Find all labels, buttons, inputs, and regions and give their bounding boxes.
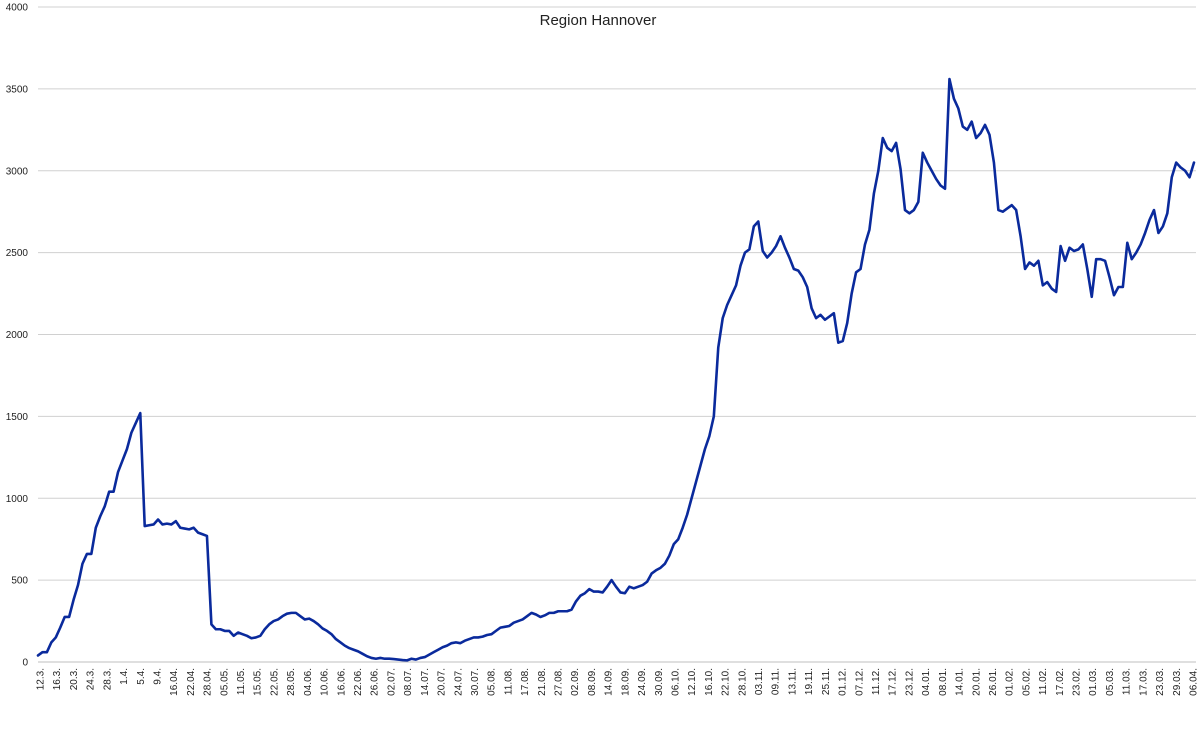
series-layer <box>36 77 1196 662</box>
y-tick-label: 1500 <box>6 412 29 423</box>
x-tick-label: 12.10. <box>687 668 698 696</box>
x-tick-label: 28.10. <box>737 668 748 696</box>
x-tick-label: 14.09. <box>604 668 615 696</box>
x-tick-label: 23.03. <box>1155 668 1166 696</box>
x-tick-label: 05.05. <box>219 668 230 696</box>
x-tick-label: 30.07. <box>470 668 481 696</box>
x-tick-label: 22.10. <box>721 668 732 696</box>
x-tick-label: 20.01. <box>971 668 982 696</box>
x-tick-label: 03.11. <box>754 668 765 695</box>
x-tick-label: 08.07. <box>403 668 414 696</box>
x-tick-label: 24.3. <box>86 668 97 690</box>
x-tick-label: 01.03. <box>1088 668 1099 696</box>
x-tick-label: 17.02. <box>1055 668 1066 696</box>
y-tick-label: 3500 <box>6 84 29 95</box>
x-tick-label: 04.01. <box>921 668 932 696</box>
y-tick-label: 0 <box>22 658 28 669</box>
x-tick-label: 5.4. <box>136 668 147 685</box>
x-tick-label: 13.11. <box>787 668 798 695</box>
x-tick-label: 14.01. <box>955 668 966 696</box>
x-tick-label: 29.03. <box>1172 668 1183 696</box>
x-tick-label: 27.08. <box>554 668 565 696</box>
x-tick-label: 05.08. <box>487 668 498 696</box>
x-tick-label: 16.3. <box>52 668 63 690</box>
x-tick-label: 17.08. <box>520 668 531 696</box>
x-tick-label: 07.12. <box>854 668 865 696</box>
chart-title: Region Hannover <box>540 12 657 29</box>
x-tick-label: 22.05. <box>269 668 280 696</box>
x-tick-label: 05.03. <box>1105 668 1116 696</box>
x-tick-label: 21.08. <box>537 668 548 696</box>
x-tick-label: 9.4. <box>152 668 163 685</box>
x-tick-label: 22.04. <box>186 668 197 696</box>
x-tick-label: 20.3. <box>69 668 80 690</box>
x-tick-label: 10.06. <box>320 668 331 696</box>
x-tick-label: 16.06. <box>336 668 347 696</box>
x-tick-label: 09.11. <box>771 668 782 695</box>
x-tick-label: 17.03. <box>1138 668 1149 696</box>
y-tick-label: 2000 <box>6 330 29 341</box>
x-tick-label: 11.12. <box>871 668 882 695</box>
y-tick-label: 4000 <box>6 3 29 14</box>
x-tick-label: 26.01. <box>988 668 999 696</box>
x-tick-label: 01.12. <box>838 668 849 696</box>
x-tick-label: 24.07. <box>453 668 464 696</box>
x-tick-label: 11.03. <box>1122 668 1133 695</box>
x-tick-label: 28.04. <box>203 668 214 696</box>
x-tick-label: 06.04. <box>1189 668 1200 696</box>
x-tick-label: 30.09. <box>654 668 665 696</box>
y-axis: 0 500 1000 1500 2000 2500 3000 3500 4000 <box>6 3 29 669</box>
x-tick-label: 28.3. <box>102 668 113 690</box>
x-tick-label: 05.02. <box>1021 668 1032 696</box>
x-tick-label: 25.11. <box>821 668 832 695</box>
x-tick-label: 23.02. <box>1072 668 1083 696</box>
x-tick-label: 06.10. <box>670 668 681 696</box>
x-tick-label: 12.3. <box>36 668 47 690</box>
y-tick-label: 1000 <box>6 494 29 505</box>
x-tick-label: 08.01. <box>938 668 949 696</box>
x-tick-label: 23.12. <box>904 668 915 696</box>
y-tick-label: 3000 <box>6 166 29 177</box>
x-tick-label: 28.05. <box>286 668 297 696</box>
x-tick-label: 14.07. <box>420 668 431 696</box>
x-tick-label: 26.06. <box>370 668 381 696</box>
y-tick-label: 2500 <box>6 248 29 259</box>
x-tick-label: 16.04. <box>169 668 180 696</box>
x-tick-label: 15.05. <box>253 668 264 696</box>
series-line-0 <box>36 77 1196 662</box>
x-tick-label: 22.06. <box>353 668 364 696</box>
y-tick-label: 500 <box>11 576 28 587</box>
x-tick-label: 18.09. <box>620 668 631 696</box>
x-tick-label: 02.09. <box>570 668 581 696</box>
x-tick-label: 16.10. <box>704 668 715 696</box>
x-tick-label: 11.05. <box>236 668 247 695</box>
x-tick-label: 11.08. <box>503 668 514 695</box>
x-tick-label: 19.11. <box>804 668 815 695</box>
x-tick-label: 20.07. <box>437 668 448 696</box>
x-tick-label: 02.07. <box>386 668 397 696</box>
x-tick-label: 01.02. <box>1005 668 1016 696</box>
gridlines <box>38 6 1196 663</box>
x-tick-label: 08.09. <box>587 668 598 696</box>
x-tick-label: 24.09. <box>637 668 648 696</box>
x-axis: 12.3. 16.3. 20.3. 24.3. 28.3. 1.4. 5.4. 9.4. 16.… <box>36 661 1200 696</box>
x-tick-label: 17.12. <box>888 668 899 696</box>
x-tick-label: 04.06. <box>303 668 314 696</box>
x-tick-label: 1.4. <box>119 668 130 685</box>
x-tick-label: 11.02. <box>1038 668 1049 695</box>
